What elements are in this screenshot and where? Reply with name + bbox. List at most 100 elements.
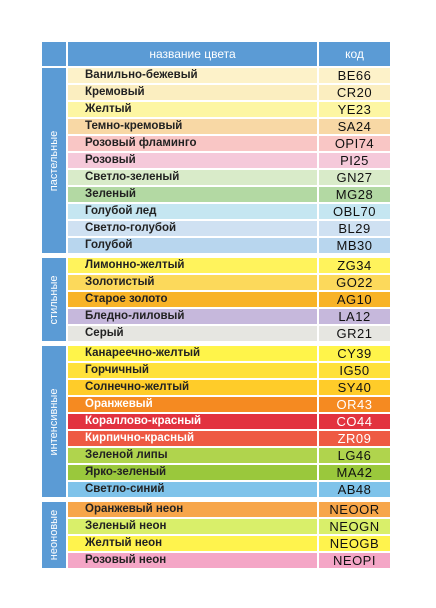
color-code-cell: MG28 [319, 187, 390, 202]
color-name-cell: Лимонно-желтый [68, 258, 317, 273]
table-row: Солнечно-желтый SY40 [68, 380, 390, 395]
color-code-cell: IG50 [319, 363, 390, 378]
table-row: Серый GR21 [68, 326, 390, 341]
color-name-cell: Светло-синий [68, 482, 317, 497]
color-code-cell: GN27 [319, 170, 390, 185]
color-name-cell: Кораллово-красный [68, 414, 317, 429]
color-code-cell: BE66 [319, 68, 390, 83]
table-row: Розовый фламинго OPI74 [68, 136, 390, 151]
color-name-cell: Золотистый [68, 275, 317, 290]
table-row: Голубой лед OBL70 [68, 204, 390, 219]
color-name-cell: Ванильно-бежевый [68, 68, 317, 83]
table-row: Желтый неон NEOGB [68, 536, 390, 551]
color-code-cell: NEOOR [319, 502, 390, 517]
color-code-cell: NEOGN [319, 519, 390, 534]
color-name-cell: Серый [68, 326, 317, 341]
color-name-cell: Желтый [68, 102, 317, 117]
color-code-cell: MA42 [319, 465, 390, 480]
color-group: стильные Лимонно-желтый ZG34 Золотистый GO22… [42, 258, 390, 341]
table-row: Канареечно-желтый CY39 [68, 346, 390, 361]
color-name-cell: Голубой [68, 238, 317, 253]
table-row: Кораллово-красный CO44 [68, 414, 390, 429]
color-code-cell: SA24 [319, 119, 390, 134]
color-code-cell: CO44 [319, 414, 390, 429]
color-name-cell: Розовый фламинго [68, 136, 317, 151]
color-code-cell: BL29 [319, 221, 390, 236]
color-group: неоновые Оранжевый неон NEOOR Зеленый неон N… [42, 502, 390, 568]
color-code-cell: NEOGB [319, 536, 390, 551]
color-group: пастельные Ванильно-бежевый BE66 Кремовый CR… [42, 68, 390, 253]
color-name-cell: Оранжевый [68, 397, 317, 412]
color-name-cell: Оранжевый неон [68, 502, 317, 517]
table-row: Старое золото AG10 [68, 292, 390, 307]
group-label: пастельные [42, 68, 66, 253]
color-code-cell: SY40 [319, 380, 390, 395]
color-code-cell: YE23 [319, 102, 390, 117]
color-code-cell: AB48 [319, 482, 390, 497]
group-label-text: стильные [48, 275, 60, 324]
header-code: код [319, 42, 390, 66]
table-row: Светло-зеленый GN27 [68, 170, 390, 185]
color-group: интенсивные Канареечно-желтый CY39 Горчичны… [42, 346, 390, 497]
header-corner [42, 42, 66, 66]
color-code-cell: AG10 [319, 292, 390, 307]
table-row: Зеленый MG28 [68, 187, 390, 202]
table-row: Оранжевый OR43 [68, 397, 390, 412]
color-code-cell: NEOPI [319, 553, 390, 568]
color-code-cell: OR43 [319, 397, 390, 412]
color-name-cell: Старое золото [68, 292, 317, 307]
group-label-text: пастельные [48, 130, 60, 191]
color-code-cell: ZR09 [319, 431, 390, 446]
color-code-cell: LA12 [319, 309, 390, 324]
table-row: Лимонно-желтый ZG34 [68, 258, 390, 273]
color-name-cell: Темно-кремовый [68, 119, 317, 134]
group-label: интенсивные [42, 346, 66, 497]
table-row: Розовый неон NEOPI [68, 553, 390, 568]
table-row: Зеленый неон NEOGN [68, 519, 390, 534]
color-code-cell: MB30 [319, 238, 390, 253]
color-name-cell: Ярко-зеленый [68, 465, 317, 480]
color-code-cell: OPI74 [319, 136, 390, 151]
color-name-cell: Канареечно-желтый [68, 346, 317, 361]
table-row: Розовый PI25 [68, 153, 390, 168]
color-code-cell: OBL70 [319, 204, 390, 219]
table-row: Бледно-лиловый LA12 [68, 309, 390, 324]
color-name-cell: Розовый [68, 153, 317, 168]
color-code-cell: CR20 [319, 85, 390, 100]
color-name-cell: Зеленый неон [68, 519, 317, 534]
color-name-cell: Бледно-лиловый [68, 309, 317, 324]
table-row: Золотистый GO22 [68, 275, 390, 290]
table-row: Оранжевый неон NEOOR [68, 502, 390, 517]
table-row: Желтый YE23 [68, 102, 390, 117]
color-code-cell: GO22 [319, 275, 390, 290]
group-label-text: неоновые [48, 509, 60, 561]
table-row: Ярко-зеленый MA42 [68, 465, 390, 480]
table-row: Светло-голубой BL29 [68, 221, 390, 236]
table-row: Голубой MB30 [68, 238, 390, 253]
group-label: неоновые [42, 502, 66, 568]
color-code-cell: GR21 [319, 326, 390, 341]
color-code-cell: LG46 [319, 448, 390, 463]
color-name-cell: Светло-голубой [68, 221, 317, 236]
color-name-cell: Горчичный [68, 363, 317, 378]
color-code-cell: ZG34 [319, 258, 390, 273]
table-row: Темно-кремовый SA24 [68, 119, 390, 134]
group-label-text: интенсивные [48, 388, 60, 455]
color-name-cell: Кремовый [68, 85, 317, 100]
color-name-cell: Желтый неон [68, 536, 317, 551]
table-row: Зеленой липы LG46 [68, 448, 390, 463]
color-name-cell: Зеленый [68, 187, 317, 202]
header-name: название цвета [68, 42, 317, 66]
group-label: стильные [42, 258, 66, 341]
color-name-cell: Кирпично-красный [68, 431, 317, 446]
color-name-cell: Зеленой липы [68, 448, 317, 463]
color-name-cell: Розовый неон [68, 553, 317, 568]
color-name-cell: Светло-зеленый [68, 170, 317, 185]
color-code-cell: CY39 [319, 346, 390, 361]
color-name-cell: Голубой лед [68, 204, 317, 219]
color-code-cell: PI25 [319, 153, 390, 168]
table-row: Ванильно-бежевый BE66 [68, 68, 390, 83]
table-row: Кремовый CR20 [68, 85, 390, 100]
table-row: Горчичный IG50 [68, 363, 390, 378]
color-name-cell: Солнечно-желтый [68, 380, 317, 395]
